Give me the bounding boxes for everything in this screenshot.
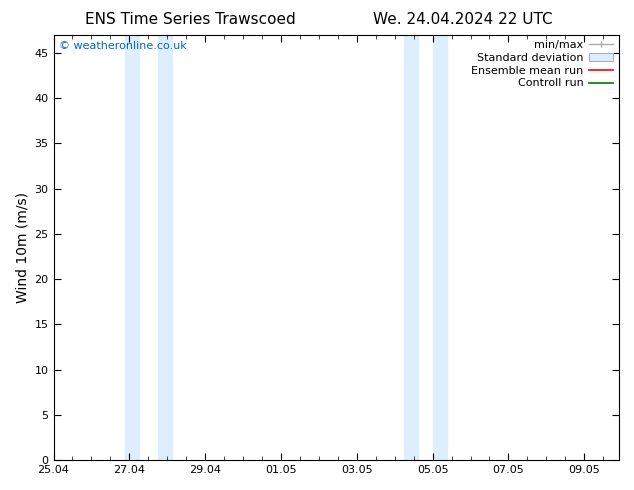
Y-axis label: Wind 10m (m/s): Wind 10m (m/s) <box>15 192 29 303</box>
Bar <box>125 35 139 460</box>
Legend: min/max, Standard deviation, Ensemble mean run, Controll run: min/max, Standard deviation, Ensemble me… <box>469 38 616 91</box>
Bar <box>158 35 172 460</box>
Bar <box>404 35 418 460</box>
Bar <box>432 35 447 460</box>
Text: © weatheronline.co.uk: © weatheronline.co.uk <box>59 41 187 51</box>
Text: ENS Time Series Trawscoed: ENS Time Series Trawscoed <box>85 12 295 27</box>
Text: We. 24.04.2024 22 UTC: We. 24.04.2024 22 UTC <box>373 12 553 27</box>
